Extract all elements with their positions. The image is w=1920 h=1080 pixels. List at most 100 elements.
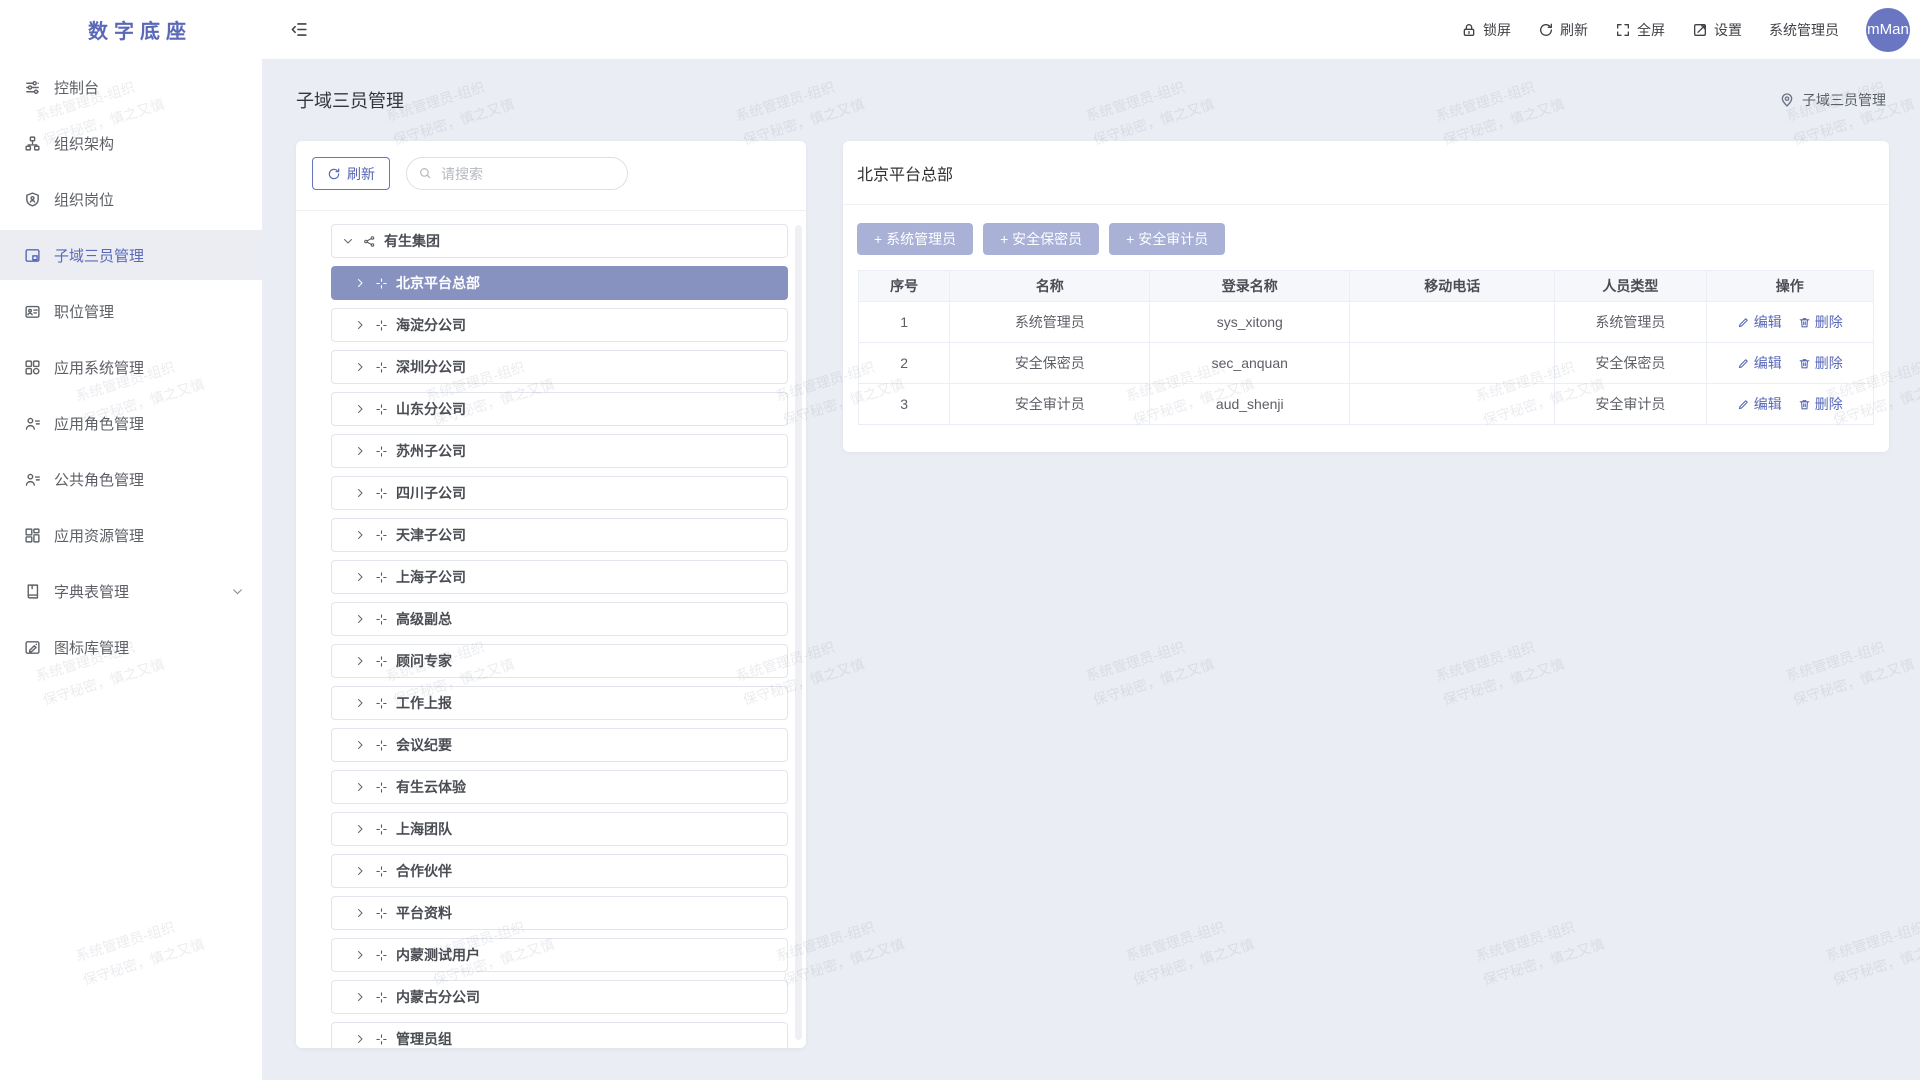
tree-node[interactable]: 平台资料 [331,896,788,930]
chevron-right-icon[interactable] [354,697,366,709]
tree-node-label: 高级副总 [396,611,452,627]
chevron-right-icon[interactable] [354,907,366,919]
sidebar-item-public-role[interactable]: 公共角色管理 [0,454,262,504]
tree-node[interactable]: 上海子公司 [331,560,788,594]
refresh-icon [1538,22,1554,38]
sidebar-item-app-resource[interactable]: 应用资源管理 [0,510,262,560]
sidebar-item-console[interactable]: 控制台 [0,62,262,112]
tree-node[interactable]: 内蒙古分公司 [331,980,788,1014]
tree-node[interactable]: 苏州子公司 [331,434,788,468]
tree-node[interactable]: 北京平台总部 [331,266,788,300]
refresh-button-label: 刷新 [347,165,375,182]
chevron-right-icon[interactable] [354,277,366,289]
pencil-icon [1737,316,1750,329]
chevron-right-icon[interactable] [354,487,366,499]
delete-link[interactable]: 删除 [1798,312,1843,332]
topbar-action-fullscreen[interactable]: 全屏 [1615,20,1665,40]
sidebar-item-app-system[interactable]: 应用系统管理 [0,342,262,392]
topbar-action-refresh[interactable]: 刷新 [1538,20,1588,40]
tree-node[interactable]: 山东分公司 [331,392,788,426]
tree-node[interactable]: 上海团队 [331,812,788,846]
add-member-button-1[interactable]: + 安全保密员 [983,223,1100,255]
tree-node[interactable]: 四川子公司 [331,476,788,510]
add-member-button-0[interactable]: + 系统管理员 [857,223,974,255]
chevron-right-icon[interactable] [354,319,366,331]
chevron-right-icon[interactable] [354,529,366,541]
org-node-icon [375,865,388,878]
search-input[interactable] [406,157,628,190]
chevron-right-icon[interactable] [354,949,366,961]
org-node-icon [375,823,388,836]
public-role-icon [24,471,41,488]
page-header: 子域三员管理 子域三员管理 [296,59,1886,141]
table-cell-actions: 编辑 删除 [1705,383,1874,425]
menu-fold-icon[interactable] [290,20,309,39]
edit-square-icon [1692,22,1708,38]
tree-node[interactable]: 会议纪要 [331,728,788,762]
table-header-cell: 操作 [1705,270,1874,302]
content-area: 子域三员管理 子域三员管理 刷新 有生集团北京平台总部海淀分公司深圳分公司山东分… [262,59,1920,1080]
sidebar-item-label: 子域三员管理 [54,247,145,265]
chevron-right-icon[interactable] [354,739,366,751]
trash-icon [1798,357,1811,370]
tree-node[interactable]: 有生云体验 [331,770,788,804]
avatar[interactable]: mMan [1866,7,1910,52]
refresh-button[interactable]: 刷新 [312,157,390,190]
org-node-icon [375,571,388,584]
tree-node[interactable]: 内蒙测试用户 [331,938,788,972]
sidebar-item-label: 图标库管理 [54,639,130,657]
chevron-right-icon[interactable] [354,613,366,625]
sidebar-item-subdomain[interactable]: 子域三员管理 [0,230,262,280]
delete-link[interactable]: 删除 [1798,353,1843,373]
org-post-icon [24,191,41,208]
tree-node-label: 海淀分公司 [396,317,466,333]
sidebar-item-app-role[interactable]: 应用角色管理 [0,398,262,448]
subdomain-icon [24,247,41,264]
tree-node-root[interactable]: 有生集团 [331,224,788,258]
chevron-right-icon[interactable] [354,403,366,415]
chevron-down-icon[interactable] [342,235,354,247]
sidebar-item-org-post[interactable]: 组织岗位 [0,174,262,224]
tree-node[interactable]: 工作上报 [331,686,788,720]
chevron-right-icon[interactable] [354,865,366,877]
tree-node[interactable]: 管理员组 [331,1022,788,1048]
tree-node[interactable]: 海淀分公司 [331,308,788,342]
chevron-right-icon[interactable] [354,361,366,373]
tree-node[interactable]: 高级副总 [331,602,788,636]
edit-link[interactable]: 编辑 [1737,394,1782,414]
chevron-right-icon[interactable] [354,991,366,1003]
sidebar-item-dictionary[interactable]: 字典表管理 [0,566,262,616]
tree-node[interactable]: 深圳分公司 [331,350,788,384]
topbar-action-edit-square[interactable]: 设置 [1692,20,1742,40]
current-user-label[interactable]: 系统管理员 [1769,21,1839,38]
tree-node[interactable]: 顾问专家 [331,644,788,678]
sidebar-item-org-tree[interactable]: 组织架构 [0,118,262,168]
delete-link[interactable]: 删除 [1798,394,1843,414]
console-icon [24,79,41,96]
chevron-right-icon[interactable] [354,445,366,457]
edit-label: 编辑 [1753,314,1782,330]
tree-scrollbar[interactable] [795,225,802,1040]
table-cell-phone [1349,383,1556,425]
chevron-right-icon[interactable] [354,781,366,793]
chevron-right-icon[interactable] [354,823,366,835]
edit-link[interactable]: 编辑 [1737,353,1782,373]
tree-node[interactable]: 天津子公司 [331,518,788,552]
chevron-right-icon[interactable] [354,1033,366,1045]
tree-node-label: 四川子公司 [396,485,466,501]
table-cell-seq: 1 [857,301,951,343]
sidebar-item-icon-lib[interactable]: 图标库管理 [0,622,262,672]
table-row: 3 安全审计员 aud_shenji 安全审计员 编辑 删除 [857,383,1874,425]
topbar-action-label: 刷新 [1560,21,1588,38]
edit-link[interactable]: 编辑 [1737,312,1782,332]
org-node-icon [375,949,388,962]
sidebar-item-position[interactable]: 职位管理 [0,286,262,336]
delete-label: 删除 [1814,355,1843,371]
add-member-button-2[interactable]: + 安全审计员 [1109,223,1226,255]
page-title: 子域三员管理 [296,91,404,111]
topbar-action-lock[interactable]: 锁屏 [1461,20,1511,40]
chevron-right-icon[interactable] [354,655,366,667]
tree-node[interactable]: 合作伙伴 [331,854,788,888]
chevron-right-icon[interactable] [354,571,366,583]
org-node-icon [375,319,388,332]
